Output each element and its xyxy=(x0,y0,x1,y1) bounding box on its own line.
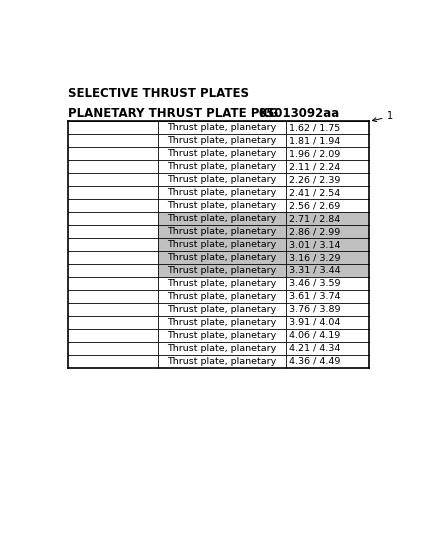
Text: 4.06 / 4.19: 4.06 / 4.19 xyxy=(289,331,340,340)
Text: 4.36 / 4.49: 4.36 / 4.49 xyxy=(289,357,340,366)
Text: Thrust plate, planetary: Thrust plate, planetary xyxy=(167,175,276,184)
Text: Thrust plate, planetary: Thrust plate, planetary xyxy=(167,318,276,327)
Text: 3.31 / 3.44: 3.31 / 3.44 xyxy=(289,266,340,275)
Text: Thrust plate, planetary: Thrust plate, planetary xyxy=(167,266,276,275)
Text: 1: 1 xyxy=(372,111,393,122)
Text: Thrust plate, planetary: Thrust plate, planetary xyxy=(167,279,276,288)
Text: 2.41 / 2.54: 2.41 / 2.54 xyxy=(289,188,340,197)
Text: 3.46 / 3.59: 3.46 / 3.59 xyxy=(289,279,340,288)
Text: Thrust plate, planetary: Thrust plate, planetary xyxy=(167,201,276,210)
Text: 2.86 / 2.99: 2.86 / 2.99 xyxy=(289,227,340,236)
Text: Thrust plate, planetary: Thrust plate, planetary xyxy=(167,136,276,146)
Text: Thrust plate, planetary: Thrust plate, planetary xyxy=(167,227,276,236)
Text: 2.26 / 2.39: 2.26 / 2.39 xyxy=(289,175,340,184)
Text: PLANETARY THRUST PLATE PKG: PLANETARY THRUST PLATE PKG xyxy=(67,107,278,120)
Text: Thrust plate, planetary: Thrust plate, planetary xyxy=(167,188,276,197)
Bar xyxy=(158,212,369,225)
Text: 1.96 / 2.09: 1.96 / 2.09 xyxy=(289,149,340,158)
Text: Thrust plate, planetary: Thrust plate, planetary xyxy=(167,305,276,314)
Text: Thrust plate, planetary: Thrust plate, planetary xyxy=(167,162,276,171)
Text: Thrust plate, planetary: Thrust plate, planetary xyxy=(167,240,276,249)
Text: SELECTIVE THRUST PLATES: SELECTIVE THRUST PLATES xyxy=(67,86,249,100)
Text: 2.56 / 2.69: 2.56 / 2.69 xyxy=(289,201,340,210)
Text: 1.81 / 1.94: 1.81 / 1.94 xyxy=(289,136,340,146)
Text: Thrust plate, planetary: Thrust plate, planetary xyxy=(167,214,276,223)
Text: 3.61 / 3.74: 3.61 / 3.74 xyxy=(289,292,340,301)
Text: 3.01 / 3.14: 3.01 / 3.14 xyxy=(289,240,340,249)
Text: 2.11 / 2.24: 2.11 / 2.24 xyxy=(289,162,340,171)
Text: Thrust plate, planetary: Thrust plate, planetary xyxy=(167,331,276,340)
Text: Thrust plate, planetary: Thrust plate, planetary xyxy=(167,292,276,301)
Text: 2.71 / 2.84: 2.71 / 2.84 xyxy=(289,214,340,223)
Text: 3.16 / 3.29: 3.16 / 3.29 xyxy=(289,253,340,262)
Bar xyxy=(158,251,369,264)
Text: Thrust plate, planetary: Thrust plate, planetary xyxy=(167,124,276,132)
Bar xyxy=(158,264,369,277)
Text: Thrust plate, planetary: Thrust plate, planetary xyxy=(167,149,276,158)
Text: Thrust plate, planetary: Thrust plate, planetary xyxy=(167,344,276,353)
Text: 3.91 / 4.04: 3.91 / 4.04 xyxy=(289,318,340,327)
Text: Thrust plate, planetary: Thrust plate, planetary xyxy=(167,253,276,262)
Text: 1.62 / 1.75: 1.62 / 1.75 xyxy=(289,124,340,132)
Text: 3.76 / 3.89: 3.76 / 3.89 xyxy=(289,305,340,314)
Text: 4.21 / 4.34: 4.21 / 4.34 xyxy=(289,344,340,353)
Text: 05013092aa: 05013092aa xyxy=(258,107,340,120)
Bar xyxy=(158,225,369,238)
Bar xyxy=(158,238,369,251)
Text: Thrust plate, planetary: Thrust plate, planetary xyxy=(167,357,276,366)
